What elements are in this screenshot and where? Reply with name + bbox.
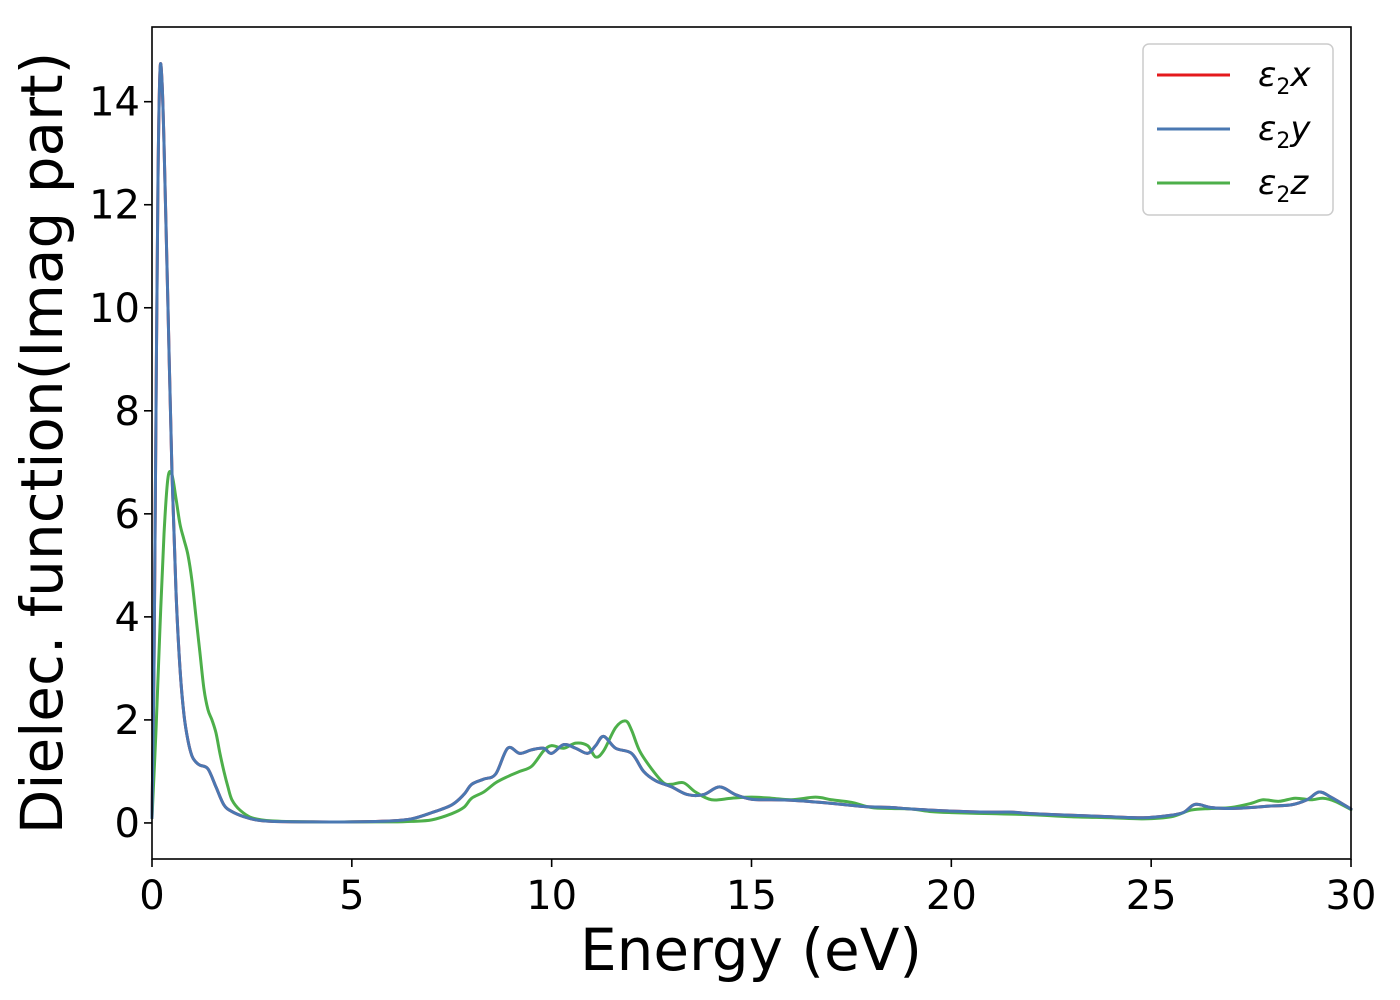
- series-line-z: [150, 469, 1353, 824]
- series-layer: [150, 62, 1353, 824]
- y-tick-label: 12: [89, 183, 140, 229]
- x-tick-label: 15: [726, 873, 777, 919]
- y-tick-label: 14: [89, 80, 140, 126]
- y-tick-label: 10: [89, 286, 140, 332]
- x-tick-label: 20: [926, 873, 977, 919]
- y-tick-label: 0: [115, 801, 140, 847]
- y-tick-label: 6: [115, 492, 140, 538]
- y-axis-title: Dielec. function(Imag part): [8, 52, 76, 835]
- y-axis: 0 2 4 6 8 10 12 14: [89, 80, 152, 847]
- x-axis-title: Energy (eV): [580, 916, 922, 984]
- x-tick-label: 25: [1126, 873, 1177, 919]
- legend-label-x: ε2x: [1258, 55, 1311, 100]
- legend-label-y: ε2y: [1258, 109, 1311, 154]
- y-tick-label: 4: [115, 595, 140, 641]
- x-tick-label: 10: [526, 873, 577, 919]
- x-tick-label: 0: [139, 873, 164, 919]
- y-tick-label: 2: [115, 698, 140, 744]
- x-tick-label: 5: [339, 873, 364, 919]
- x-tick-label: 30: [1326, 873, 1377, 919]
- legend-frame: [1142, 43, 1334, 216]
- y-tick-label: 8: [115, 389, 140, 435]
- legend-label-z: ε2z: [1258, 163, 1309, 208]
- legend: ε2x ε2y ε2z: [1142, 43, 1334, 216]
- x-axis: 0 5 10 15 20 25 30: [139, 859, 1376, 919]
- series-line-y: [150, 62, 1353, 824]
